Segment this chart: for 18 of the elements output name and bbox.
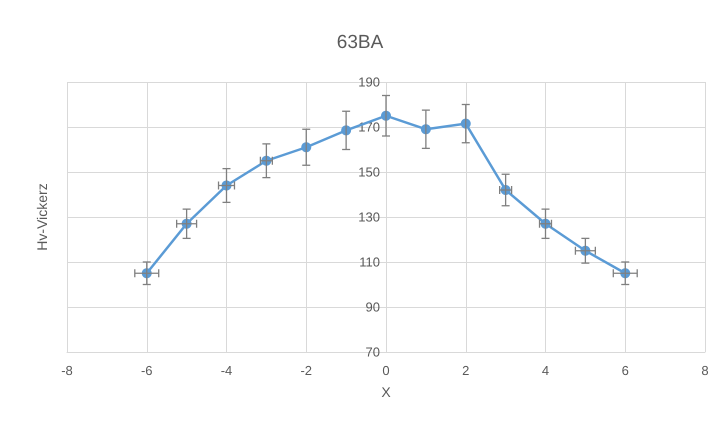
x-tick-label: 8 — [701, 363, 709, 378]
x-tick-label: -8 — [61, 363, 73, 378]
y-tick-label: 90 — [366, 300, 380, 314]
x-tick-label: 2 — [462, 363, 470, 378]
y-tick-label: 150 — [358, 164, 380, 180]
x-tick-label: -6 — [140, 363, 153, 378]
y-axis-title: Hv-Vickerz — [34, 183, 50, 251]
x-tick-label: 4 — [542, 363, 550, 378]
y-tick-label: 190 — [358, 74, 380, 90]
x-axis-title: X — [381, 384, 392, 400]
y-tick-label: 70 — [366, 344, 380, 360]
y-tick-label: 110 — [359, 254, 380, 270]
x-tick-label: -2 — [300, 363, 312, 378]
y-tick-label: 130 — [358, 210, 380, 224]
x-tick-label: -4 — [220, 363, 232, 378]
chart-title: 63BA — [336, 32, 384, 53]
x-tick-label: 0 — [382, 363, 390, 378]
x-tick-label: 6 — [622, 363, 629, 378]
